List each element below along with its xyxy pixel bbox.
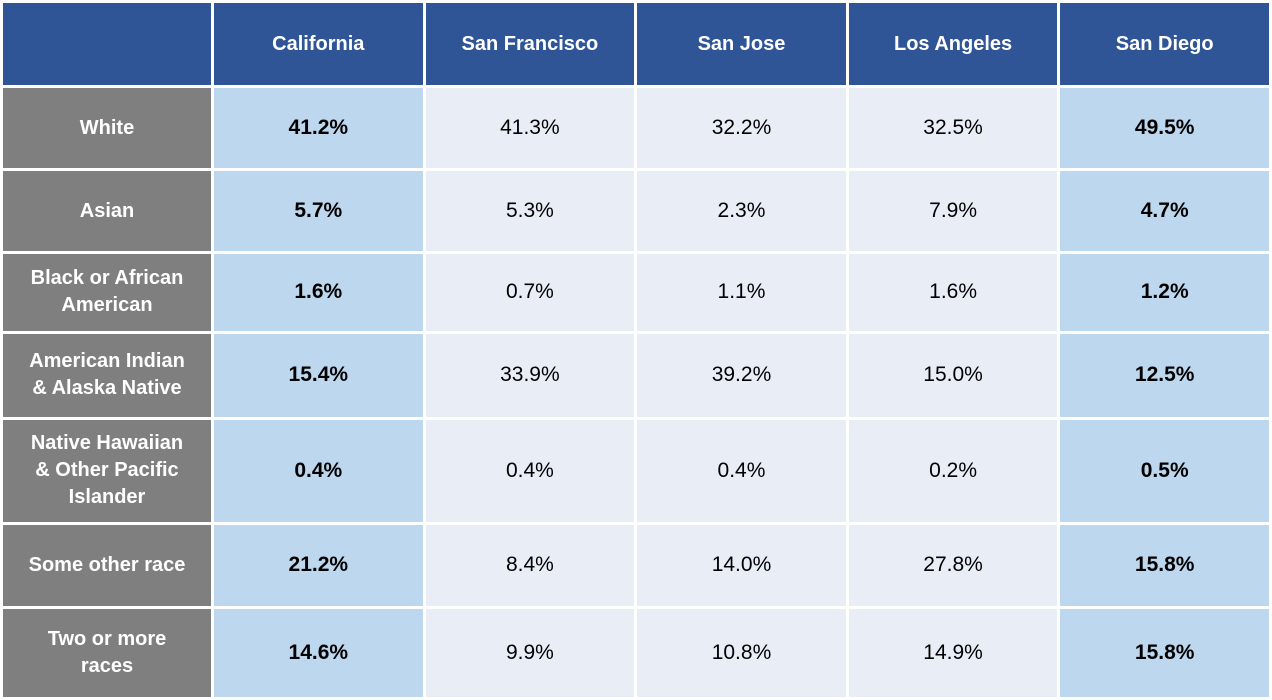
- row-label: Native Hawaiian & Other Pacific Islander: [3, 419, 211, 523]
- data-cell: 41.3%: [425, 88, 635, 169]
- data-cell: 39.2%: [637, 334, 846, 417]
- data-cell: 1.1%: [637, 253, 846, 332]
- table-row: Asian 5.7% 5.3% 2.3% 7.9% 4.7%: [3, 171, 1269, 251]
- row-label: American Indian & Alaska Native: [3, 334, 211, 417]
- data-cell: 5.3%: [425, 171, 635, 251]
- row-label: Black or African American: [3, 253, 211, 332]
- data-cell: 14.0%: [637, 525, 846, 606]
- header-row: California San Francisco San Jose Los An…: [3, 3, 1269, 85]
- data-cell: 1.6%: [214, 253, 423, 332]
- data-cell: 15.0%: [848, 334, 1058, 417]
- data-cell: 33.9%: [425, 334, 635, 417]
- column-header-california: California: [214, 3, 423, 85]
- column-header-san-francisco: San Francisco: [425, 3, 635, 85]
- table-row: Native Hawaiian & Other Pacific Islander…: [3, 419, 1269, 523]
- row-label: Some other race: [3, 525, 211, 606]
- data-cell: 15.4%: [214, 334, 423, 417]
- table-row: American Indian & Alaska Native 15.4% 33.9…: [3, 334, 1269, 417]
- table-header: California San Francisco San Jose Los An…: [3, 3, 1269, 85]
- data-cell: 2.3%: [637, 171, 846, 251]
- data-cell: 15.8%: [1060, 525, 1269, 606]
- data-cell: 49.5%: [1060, 88, 1269, 169]
- data-cell: 0.2%: [848, 419, 1058, 523]
- data-cell: 8.4%: [425, 525, 635, 606]
- data-cell: 0.5%: [1060, 419, 1269, 523]
- table-row: White 41.2% 41.3% 32.2% 32.5% 49.5%: [3, 88, 1269, 169]
- data-cell: 7.9%: [848, 171, 1058, 251]
- data-cell: 4.7%: [1060, 171, 1269, 251]
- column-header-san-diego: San Diego: [1060, 3, 1269, 85]
- table-row: Black or African American 1.6% 0.7% 1.1% 1.6…: [3, 253, 1269, 332]
- data-cell: 10.8%: [637, 608, 846, 697]
- data-cell: 32.2%: [637, 88, 846, 169]
- column-header-los-angeles: Los Angeles: [848, 3, 1058, 85]
- data-cell: 5.7%: [214, 171, 423, 251]
- row-label: Two or more races: [3, 608, 211, 697]
- data-cell: 0.4%: [637, 419, 846, 523]
- data-cell: 21.2%: [214, 525, 423, 606]
- data-cell: 0.4%: [214, 419, 423, 523]
- data-cell: 9.9%: [425, 608, 635, 697]
- data-cell: 0.4%: [425, 419, 635, 523]
- data-cell: 27.8%: [848, 525, 1058, 606]
- column-header-san-jose: San Jose: [637, 3, 846, 85]
- data-cell: 1.6%: [848, 253, 1058, 332]
- row-label: Asian: [3, 171, 211, 251]
- row-label: White: [3, 88, 211, 169]
- data-cell: 1.2%: [1060, 253, 1269, 332]
- table-row: Some other race 21.2% 8.4% 14.0% 27.8% 15.8%: [3, 525, 1269, 606]
- table-row: Two or more races 14.6% 9.9% 10.8% 14.9% 15.8…: [3, 608, 1269, 697]
- data-cell: 14.9%: [848, 608, 1058, 697]
- table-body: White 41.2% 41.3% 32.2% 32.5% 49.5% Asian 5.7% 5…: [3, 88, 1269, 697]
- corner-cell: [3, 3, 211, 85]
- data-cell: 12.5%: [1060, 334, 1269, 417]
- data-cell: 41.2%: [214, 88, 423, 169]
- data-cell: 0.7%: [425, 253, 635, 332]
- data-cell: 32.5%: [848, 88, 1058, 169]
- data-cell: 14.6%: [214, 608, 423, 697]
- data-cell: 15.8%: [1060, 608, 1269, 697]
